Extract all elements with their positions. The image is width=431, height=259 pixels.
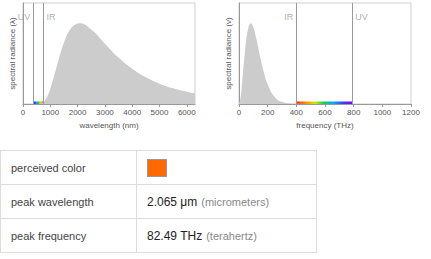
svg-text:800: 800 <box>347 108 361 117</box>
svg-text:wavelength (nm): wavelength (nm) <box>78 121 138 130</box>
html-text:82.49 THz (terahertz): 82.49 THz (terahertz) <box>147 228 257 243</box>
svg-text:0: 0 <box>237 108 242 117</box>
svg-text:IR: IR <box>46 12 56 22</box>
svg-text:spectral radiance (λ): spectral radiance (λ) <box>8 17 17 90</box>
svg-text:frequency (THz): frequency (THz) <box>296 121 354 130</box>
svg-text:5000: 5000 <box>151 108 169 117</box>
svg-text:4000: 4000 <box>123 108 141 117</box>
svg-text:1000: 1000 <box>373 108 391 117</box>
svg-text:UV: UV <box>18 12 31 22</box>
svg-text:0: 0 <box>21 108 26 117</box>
html-text:peak wavelength: peak wavelength <box>11 195 94 208</box>
svg-text:200: 200 <box>261 108 275 117</box>
html-text:peak frequency: peak frequency <box>11 229 87 242</box>
svg-text:600: 600 <box>318 108 332 117</box>
svg-text:1200: 1200 <box>402 108 420 117</box>
svg-text:400: 400 <box>290 108 304 117</box>
svg-text:IR: IR <box>284 12 294 22</box>
svg-text:spectral radiance (ν): spectral radiance (ν) <box>224 17 233 90</box>
svg-text:2000: 2000 <box>69 108 87 117</box>
svg-text:1000: 1000 <box>41 108 59 117</box>
svg-text:UV: UV <box>355 12 368 22</box>
html-text:2.065 μm (micrometers): 2.065 μm (micrometers) <box>147 194 270 209</box>
html-text:perceived color: perceived color <box>11 161 86 174</box>
svg-text:3000: 3000 <box>96 108 114 117</box>
svg-text:6000: 6000 <box>178 108 196 117</box>
